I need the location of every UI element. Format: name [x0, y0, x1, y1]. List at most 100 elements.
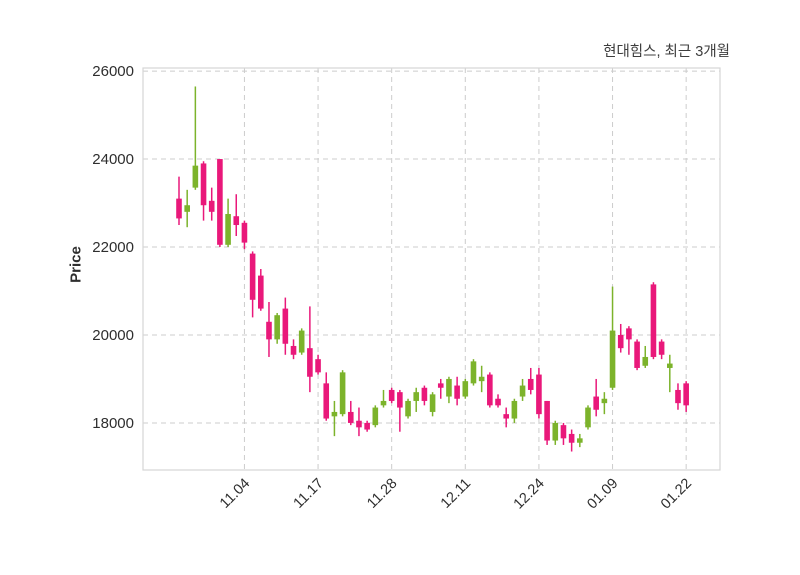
candle-body — [282, 308, 289, 344]
candle-body — [397, 392, 403, 408]
candle-body — [258, 275, 264, 309]
candle-down — [495, 394, 501, 408]
candle-down — [634, 339, 640, 371]
candle-body — [454, 385, 460, 399]
candle-body — [683, 383, 689, 406]
candle-up — [519, 378, 526, 401]
candle-down — [307, 306, 313, 393]
candle-down — [536, 367, 542, 419]
candle-up — [339, 370, 346, 417]
candle-body — [519, 385, 526, 397]
candle-up — [372, 405, 379, 428]
candle-down — [266, 301, 272, 357]
candle-body — [217, 159, 223, 245]
candle-body — [446, 378, 452, 397]
candle-body — [192, 165, 199, 188]
candle-down — [560, 422, 567, 445]
candle-body — [184, 205, 190, 212]
candle-body — [626, 328, 632, 340]
candle-body — [560, 425, 567, 439]
candle-body — [527, 378, 534, 390]
candle-body — [667, 363, 673, 368]
candle-down — [323, 372, 330, 421]
candle-up — [225, 198, 231, 248]
candle-up — [184, 189, 190, 228]
candle-body — [617, 334, 624, 349]
candle-down — [658, 339, 665, 360]
candle-down — [241, 220, 248, 250]
candle-body — [658, 341, 665, 355]
candle-up — [446, 376, 452, 404]
y-tick-label: 22000 — [92, 239, 134, 256]
candle-body — [650, 284, 657, 357]
candle-down — [347, 400, 354, 426]
x-tick-label: 11.04 — [217, 476, 253, 512]
candle-body — [249, 253, 256, 300]
candle-body — [470, 361, 477, 384]
candle-down — [200, 161, 207, 221]
candle-body — [601, 398, 608, 404]
candle-down — [208, 187, 215, 221]
candle-up — [405, 398, 411, 419]
candle-down — [487, 372, 493, 408]
candle-body — [225, 214, 231, 245]
candle-up — [577, 433, 583, 448]
candle-body — [176, 198, 182, 219]
candle-down — [593, 378, 599, 417]
candle-down — [397, 389, 403, 432]
candle-body — [323, 383, 330, 419]
candle-down — [503, 407, 509, 428]
x-tick-label: 01.22 — [658, 476, 695, 513]
candle-body — [331, 411, 338, 417]
candle-up — [609, 286, 616, 390]
candle-down — [290, 339, 297, 360]
candle-down — [421, 385, 428, 406]
candle-up — [274, 312, 280, 344]
candle-body — [462, 381, 469, 397]
candle-down — [650, 282, 657, 360]
candle-body — [372, 407, 379, 426]
candle-up — [470, 359, 477, 386]
candle-down — [258, 269, 264, 311]
candle-body — [200, 163, 207, 206]
candle-up — [552, 420, 559, 445]
candle-body — [634, 341, 640, 368]
candle-up — [478, 365, 485, 393]
candle-body — [421, 387, 428, 401]
candle-down — [568, 429, 575, 452]
candle-body — [511, 400, 518, 419]
candle-up — [380, 389, 387, 408]
plot-frame — [142, 67, 721, 471]
candle-body — [405, 400, 411, 417]
candle-body — [642, 356, 649, 366]
candle-body — [577, 438, 583, 443]
candle-body — [380, 400, 387, 406]
candle-body — [544, 400, 550, 441]
candle-body — [437, 383, 444, 388]
candle-body — [536, 374, 542, 415]
chart-title: 현대힘스, 최근 3개월 — [603, 44, 730, 60]
candle-down — [527, 367, 534, 395]
candle-body — [347, 411, 354, 423]
candle-down — [454, 376, 460, 406]
candle-down — [233, 194, 240, 237]
candle-down — [315, 354, 321, 375]
candle-up — [192, 86, 199, 190]
y-tick-label: 18000 — [92, 415, 134, 432]
candle-body — [208, 200, 215, 212]
candle-down — [249, 251, 256, 318]
candle-down — [683, 381, 689, 412]
candle-body — [356, 420, 362, 428]
candle-body — [364, 422, 370, 430]
candle-up — [462, 378, 469, 399]
candle-body — [429, 394, 436, 412]
candle-up — [511, 398, 518, 423]
candle-up — [585, 405, 591, 430]
candle-down — [544, 400, 550, 445]
candle-body — [315, 359, 321, 373]
y-axis-label: Price — [67, 246, 85, 283]
x-tick-label: 12.24 — [511, 476, 548, 513]
candle-down — [217, 159, 223, 248]
candle-up — [601, 392, 608, 415]
